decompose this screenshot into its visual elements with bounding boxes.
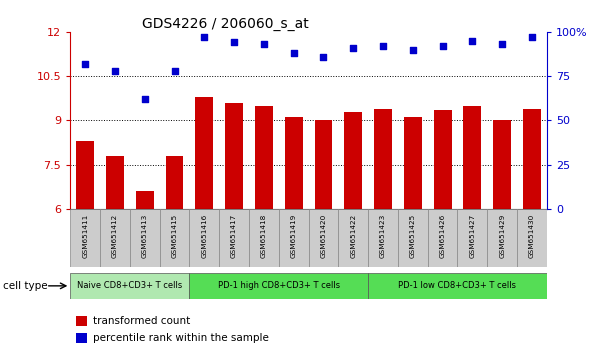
Bar — [249, 209, 279, 267]
Bar — [285, 118, 302, 209]
Bar — [404, 118, 422, 209]
Bar — [398, 209, 428, 267]
Bar — [338, 209, 368, 267]
Bar — [523, 109, 541, 209]
Bar — [70, 209, 100, 267]
Bar — [315, 120, 332, 209]
Bar — [345, 112, 362, 209]
Text: GSM651426: GSM651426 — [439, 213, 445, 258]
Point — [110, 68, 120, 74]
Point — [199, 34, 209, 40]
Bar — [517, 209, 547, 267]
Bar — [488, 209, 517, 267]
Text: GSM651420: GSM651420 — [320, 213, 326, 258]
Text: GSM651416: GSM651416 — [201, 213, 207, 258]
Text: Naive CD8+CD3+ T cells: Naive CD8+CD3+ T cells — [77, 281, 183, 290]
Point — [259, 41, 269, 47]
Bar — [189, 209, 219, 267]
Bar — [374, 109, 392, 209]
Bar — [434, 110, 452, 209]
Bar — [136, 191, 154, 209]
Text: GSM651425: GSM651425 — [410, 213, 416, 258]
Bar — [100, 209, 130, 267]
Text: GSM651429: GSM651429 — [499, 213, 505, 258]
Point — [437, 43, 447, 49]
Point — [378, 43, 388, 49]
Point — [229, 40, 239, 45]
Text: GSM651411: GSM651411 — [82, 213, 88, 258]
Point — [170, 68, 180, 74]
Point — [289, 50, 299, 56]
Point — [318, 54, 328, 59]
Text: GSM651422: GSM651422 — [350, 213, 356, 258]
Bar — [189, 273, 368, 299]
Point — [140, 96, 150, 102]
Text: GSM651418: GSM651418 — [261, 213, 267, 258]
Bar — [70, 273, 189, 299]
Bar — [255, 105, 273, 209]
Bar — [279, 209, 309, 267]
Text: GSM651413: GSM651413 — [142, 213, 148, 258]
Bar — [130, 209, 159, 267]
Text: GSM651427: GSM651427 — [469, 213, 475, 258]
Bar — [196, 97, 213, 209]
Text: PD-1 high CD8+CD3+ T cells: PD-1 high CD8+CD3+ T cells — [218, 281, 340, 290]
Bar — [225, 103, 243, 209]
Bar — [219, 209, 249, 267]
Text: percentile rank within the sample: percentile rank within the sample — [93, 333, 269, 343]
Text: GSM651417: GSM651417 — [231, 213, 237, 258]
Text: GSM651419: GSM651419 — [291, 213, 297, 258]
Point — [348, 45, 358, 51]
Point — [80, 61, 90, 67]
Bar — [166, 156, 183, 209]
Bar — [368, 273, 547, 299]
Bar — [458, 209, 488, 267]
Bar — [159, 209, 189, 267]
Text: PD-1 low CD8+CD3+ T cells: PD-1 low CD8+CD3+ T cells — [398, 281, 516, 290]
Bar — [493, 120, 511, 209]
Text: GDS4226 / 206060_s_at: GDS4226 / 206060_s_at — [142, 17, 309, 31]
Bar — [463, 105, 481, 209]
Bar — [428, 209, 458, 267]
Point — [527, 34, 537, 40]
Point — [497, 41, 507, 47]
Text: GSM651412: GSM651412 — [112, 213, 118, 258]
Bar — [106, 156, 124, 209]
Text: transformed count: transformed count — [93, 316, 191, 326]
Bar — [309, 209, 338, 267]
Text: GSM651415: GSM651415 — [172, 213, 178, 258]
Text: GSM651423: GSM651423 — [380, 213, 386, 258]
Point — [467, 38, 477, 44]
Bar — [76, 141, 94, 209]
Text: cell type: cell type — [3, 281, 48, 291]
Text: GSM651430: GSM651430 — [529, 213, 535, 258]
Bar — [368, 209, 398, 267]
Point — [408, 47, 418, 52]
